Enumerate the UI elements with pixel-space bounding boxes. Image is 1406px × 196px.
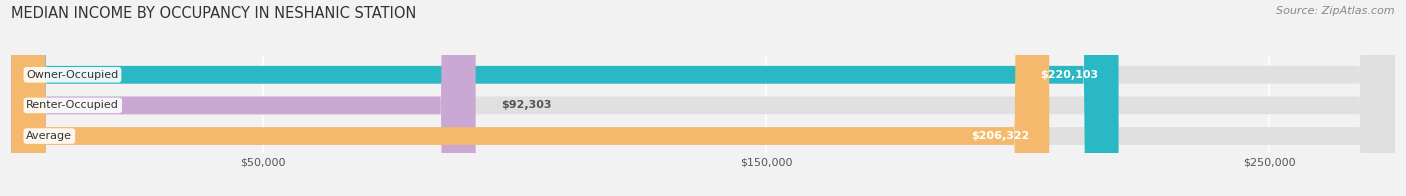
FancyBboxPatch shape <box>11 0 1395 196</box>
FancyBboxPatch shape <box>11 0 1049 196</box>
FancyBboxPatch shape <box>11 0 475 196</box>
Text: Owner-Occupied: Owner-Occupied <box>27 70 118 80</box>
Text: $220,103: $220,103 <box>1040 70 1098 80</box>
Text: Renter-Occupied: Renter-Occupied <box>27 100 120 110</box>
Text: $92,303: $92,303 <box>501 100 551 110</box>
Text: $206,322: $206,322 <box>970 131 1029 141</box>
Text: MEDIAN INCOME BY OCCUPANCY IN NESHANIC STATION: MEDIAN INCOME BY OCCUPANCY IN NESHANIC S… <box>11 6 416 21</box>
FancyBboxPatch shape <box>11 0 1395 196</box>
Text: Average: Average <box>27 131 72 141</box>
Text: Source: ZipAtlas.com: Source: ZipAtlas.com <box>1277 6 1395 16</box>
FancyBboxPatch shape <box>11 0 1119 196</box>
FancyBboxPatch shape <box>11 0 1395 196</box>
